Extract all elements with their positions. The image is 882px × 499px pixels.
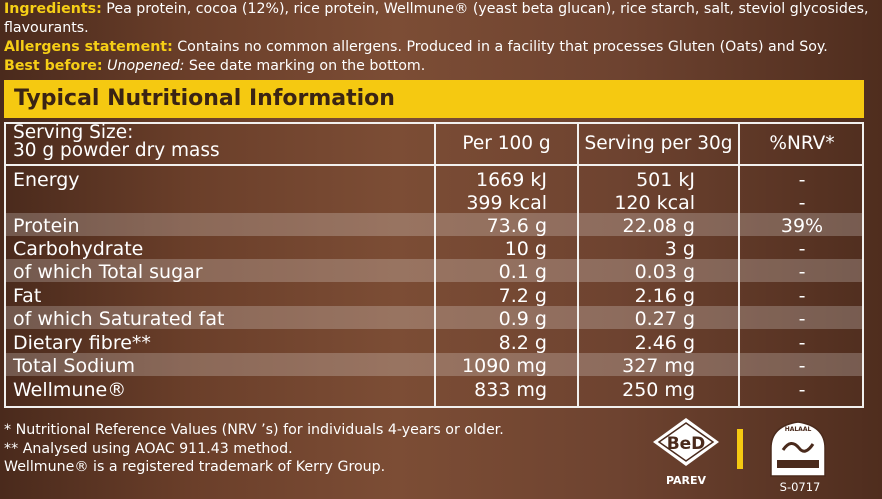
per-serving-value: 2.16 g [634,285,695,307]
best-before-text: See date marking on the bottom. [184,58,426,74]
allergens-statement: Allergens statement: Contains no common … [4,38,880,57]
column-divider [738,124,740,406]
nutrient-name: Total Sodium [13,355,135,377]
nrv-value: - [798,355,806,377]
per-100g-value: 8.2 g [498,332,547,354]
per-serving-header: Serving per 30g [584,133,733,154]
per-serving-value: 501 kJ [636,169,695,191]
per-serving-value: 22.08 g [622,215,696,237]
nrv-value: 39% [780,215,824,237]
per-100g-value: 10 g [504,238,547,260]
svg-text:HALAAL: HALAAL [785,426,812,433]
nutrient-name: of which Total sugar [13,261,203,283]
per-100g-value: 73.6 g [486,215,547,237]
halaal-certificate-code: S-0717 [779,480,821,494]
per-serving-value: 120 kcal [614,192,695,214]
footnotes: * Nutritional Reference Values (NRV ’s) … [4,421,504,477]
nutrient-name: Fat [13,285,42,307]
nutrition-table: Energy 1669 kJ 501 kJ - 399 kcal 120 kcal - Pro… [4,122,864,408]
per-serving-value: 250 mg [622,379,695,401]
best-before-statement: Best before: Unopened: See date marking … [4,57,880,76]
per-serving-value: 3 g [664,238,695,260]
nrv-value: - [798,308,806,330]
per-100g-header: Per 100 g [462,133,551,154]
nutrient-name: Wellmune® [13,379,127,401]
column-divider [577,124,579,406]
best-before-italic: Unopened: [102,58,185,74]
nrv-header: %NRV* [769,133,835,154]
parev-label: PAREV [665,474,707,487]
per-serving-value: 2.46 g [634,332,695,354]
beth-din-logo-icon: BeD [653,418,719,466]
nutrient-name: Carbohydrate [13,238,144,260]
nrv-value: - [798,379,806,401]
per-100g-value: 833 mg [474,379,547,401]
ingredients-label: Ingredients: [4,1,102,17]
divider-bar [737,429,743,469]
footnote-nrv: * Nutritional Reference Values (NRV ’s) … [4,422,504,438]
per-serving-value: 0.27 g [634,308,695,330]
per-100g-value: 0.1 g [498,261,547,283]
ingredients-statement: Ingredients: Pea protein, cocoa (12%), r… [4,0,880,38]
nutrient-name: Dietary fibre** [13,332,151,354]
halaal-seal-icon: HALAAL [770,421,826,477]
nrv-value: - [798,332,806,354]
nrv-value: - [798,169,806,191]
footnote-trademark: Wellmune® is a registered trademark of K… [4,459,386,475]
per-100g-value: 7.2 g [498,285,547,307]
column-divider [434,124,436,406]
nutrient-name: Protein [13,215,80,237]
serving-size-label: Serving Size: 30 g powder dry mass [13,122,220,161]
allergens-label: Allergens statement: [4,39,173,55]
allergens-text: Contains no common allergens. Produced i… [172,39,828,55]
per-100g-value: 1669 kJ [476,169,547,191]
nrv-value: - [798,192,806,214]
nutrition-title-banner: Typical Nutritional Information [4,80,864,118]
nrv-value: - [798,285,806,307]
per-serving-value: 0.03 g [634,261,695,283]
per-100g-value: 399 kcal [466,192,547,214]
nutrient-name: of which Saturated fat [13,308,225,330]
per-100g-value: 1090 mg [462,355,547,377]
per-serving-value: 327 mg [622,355,695,377]
svg-text:BeD: BeD [667,434,706,454]
nrv-value: - [798,261,806,283]
ingredients-text: Pea protein, cocoa (12%), rice protein, … [4,1,869,36]
best-before-label: Best before: [4,58,103,74]
nrv-value: - [798,238,806,260]
nutrient-name: Energy [13,169,80,191]
footnote-aoac: ** Analysed using AOAC 911.43 method. [4,440,293,457]
per-100g-value: 0.9 g [498,308,547,330]
product-info: Ingredients: Pea protein, cocoa (12%), r… [4,0,880,76]
